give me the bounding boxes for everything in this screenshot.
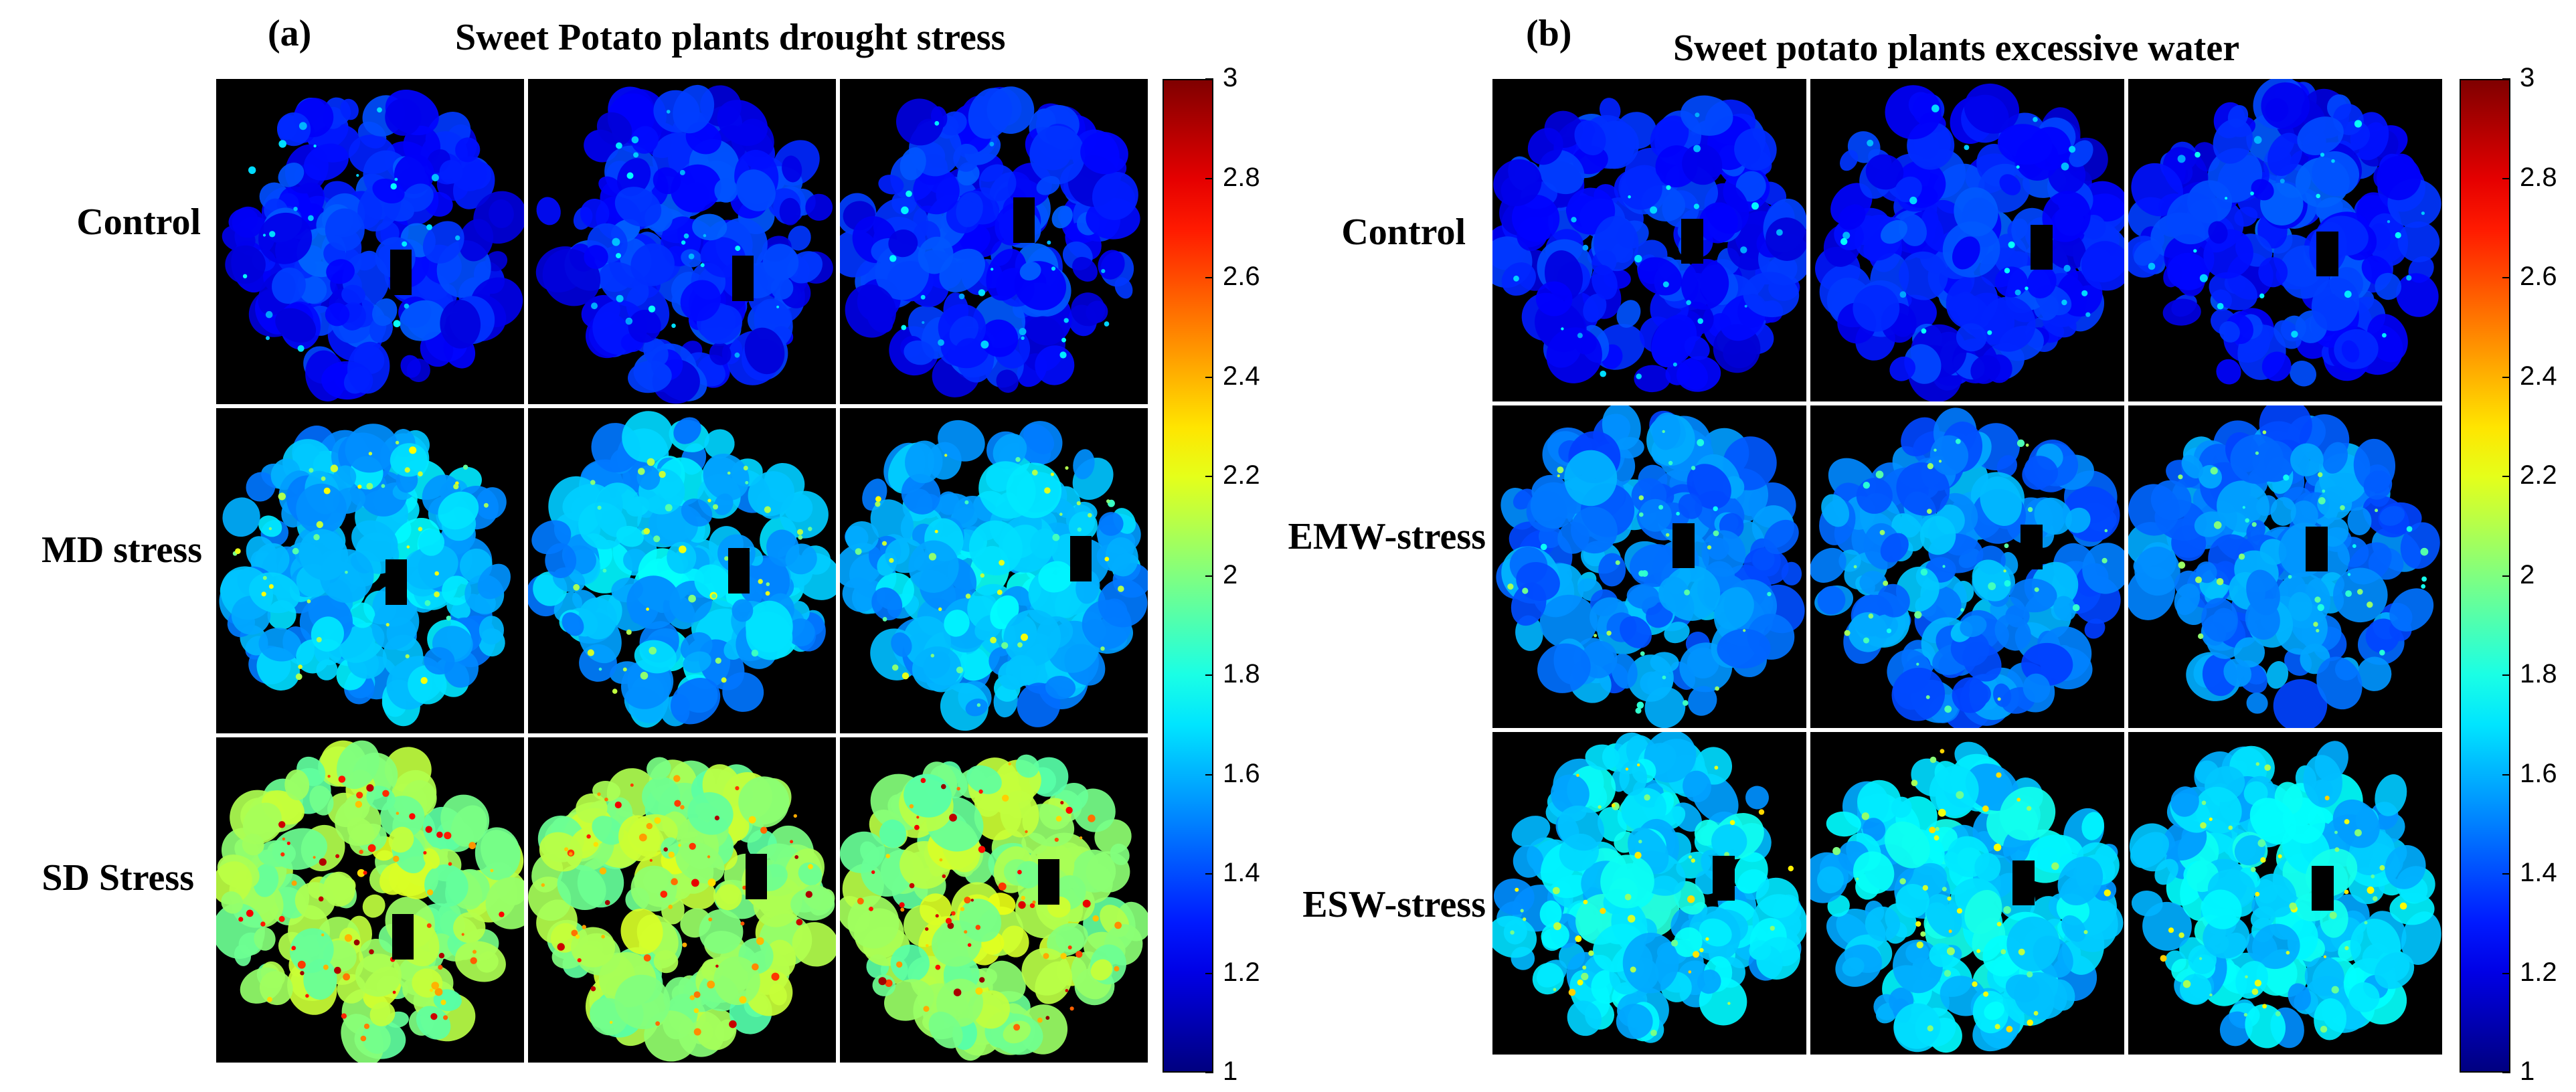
panel-a-row-label-md-stress: MD stress: [41, 529, 202, 571]
colorbar-tick: [1205, 1072, 1213, 1073]
colorbar-tick: [1205, 277, 1213, 278]
colorbar-tick-label: 1.8: [2520, 659, 2557, 689]
colorbar-tick-label: 1: [1223, 1057, 1238, 1086]
plant-image-tile: [216, 737, 524, 1063]
plant-image-tile: [1810, 405, 2124, 728]
colorbar-tick: [1205, 972, 1213, 974]
colorbar-tick: [1205, 177, 1213, 179]
panel-b-title: Sweet potato plants excessive water: [1673, 27, 2240, 69]
plant-image-tile: [528, 79, 836, 404]
colorbar-tick-label: 1.2: [1223, 957, 1260, 987]
colorbar-tick-label: 1.2: [2520, 957, 2557, 987]
colorbar-tick: [2502, 1072, 2510, 1073]
colorbar-tick-label: 1.4: [2520, 858, 2557, 887]
colorbar-tick-label: 2.2: [2520, 460, 2557, 490]
plant-image-tile: [528, 737, 836, 1063]
colorbar-tick: [2502, 575, 2510, 577]
panel-a-row-label-sd-stress: SD Stress: [41, 857, 194, 899]
colorbar-tick-label: 3: [2520, 63, 2535, 92]
plant-image-tile: [216, 408, 524, 733]
colorbar-tick: [2502, 774, 2510, 776]
colorbar-tick: [2502, 78, 2510, 80]
colorbar-tick: [2502, 277, 2510, 278]
panel-a-letter: (a): [268, 13, 312, 54]
plant-image-tile: [2128, 732, 2442, 1055]
panel-b-row-label-control: Control: [1341, 211, 1466, 253]
colorbar-tick-label: 2.2: [1223, 460, 1260, 490]
colorbar-tick: [2502, 177, 2510, 179]
colorbar-tick-label: 2: [1223, 559, 1238, 589]
plant-image-tile: [528, 408, 836, 733]
panel-b-row-label-emw-stress: EMW-stress: [1288, 516, 1486, 557]
colorbar-tick: [2502, 873, 2510, 875]
panel-a-title: Sweet Potato plants drought stress: [455, 17, 1006, 58]
plant-image-tile: [1492, 79, 1806, 401]
colorbar-tick-label: 1.6: [2520, 758, 2557, 788]
plant-image-tile: [840, 737, 1148, 1063]
colorbar-tick: [1205, 575, 1213, 577]
colorbar-tick: [2502, 674, 2510, 676]
colorbar-tick-label: 2.6: [2520, 262, 2557, 291]
plant-image-tile: [840, 79, 1148, 404]
panel-b-colorbar: [2460, 79, 2510, 1073]
colorbar-tick-label: 1.4: [1223, 858, 1260, 887]
colorbar-tick-label: 2.8: [1223, 162, 1260, 192]
colorbar-tick: [1205, 774, 1213, 776]
colorbar-tick: [1205, 873, 1213, 875]
plant-image-tile: [1810, 79, 2124, 401]
colorbar-tick: [1205, 376, 1213, 378]
plant-image-tile: [1810, 732, 2124, 1055]
plant-image-tile: [1492, 405, 1806, 728]
colorbar-tick-label: 2: [2520, 559, 2535, 589]
colorbar-tick: [2502, 376, 2510, 378]
panel-b-letter: (b): [1526, 13, 1572, 54]
plant-image-tile: [216, 79, 524, 404]
colorbar-tick-label: 2.4: [1223, 361, 1260, 391]
colorbar-tick: [2502, 972, 2510, 974]
plant-image-tile: [1492, 732, 1806, 1055]
colorbar-tick-label: 3: [1223, 63, 1238, 92]
colorbar-tick-label: 1: [2520, 1057, 2535, 1086]
plant-image-tile: [840, 408, 1148, 733]
colorbar-tick-label: 1.8: [1223, 659, 1260, 689]
colorbar-tick-label: 2.6: [1223, 262, 1260, 291]
colorbar-tick-label: 2.4: [2520, 361, 2557, 391]
plant-image-tile: [2128, 405, 2442, 728]
colorbar-tick-label: 2.8: [2520, 162, 2557, 192]
colorbar-tick: [2502, 476, 2510, 477]
panel-a-row-label-control: Control: [76, 201, 201, 243]
colorbar-tick: [1205, 476, 1213, 477]
plant-image-tile: [2128, 79, 2442, 401]
panel-b-row-label-esw-stress: ESW-stress: [1302, 884, 1486, 925]
colorbar-tick: [1205, 674, 1213, 676]
colorbar-tick: [1205, 78, 1213, 80]
colorbar-tick-label: 1.6: [1223, 758, 1260, 788]
